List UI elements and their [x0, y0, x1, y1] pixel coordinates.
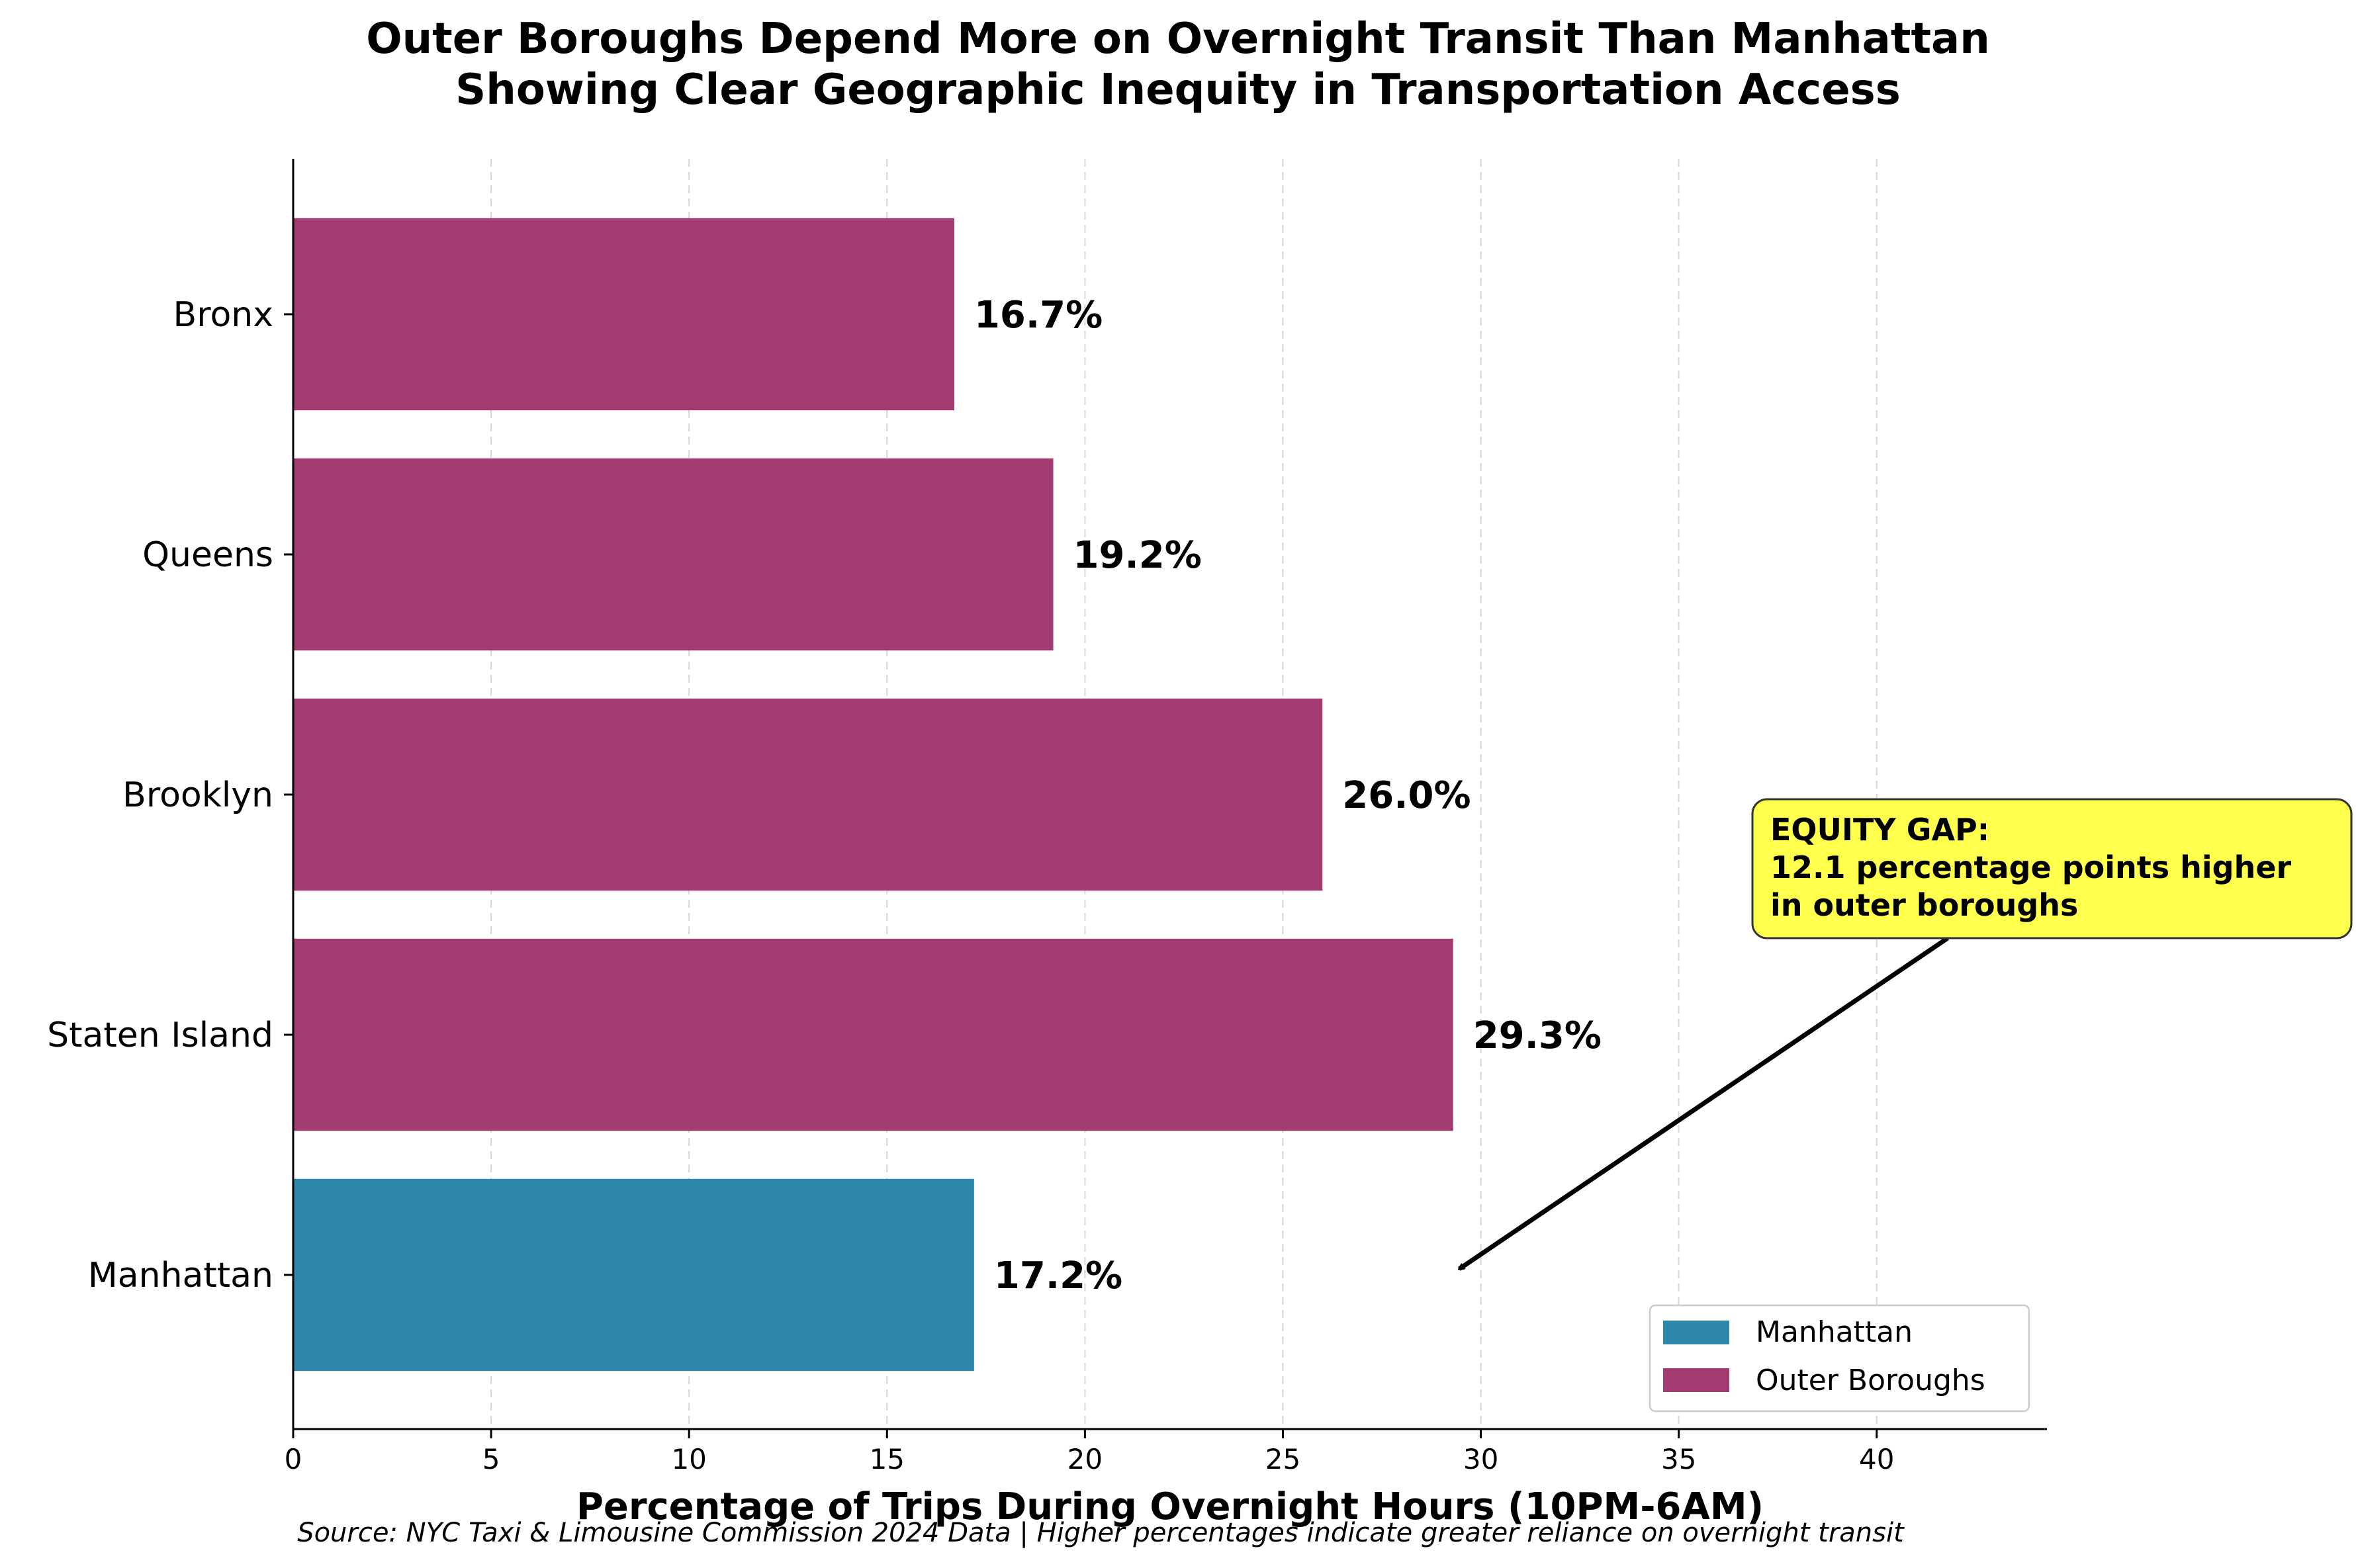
- x-tick-label-35: 35: [1661, 1443, 1696, 1475]
- bar-staten-island: [293, 938, 1453, 1131]
- x-tick-label-0: 0: [285, 1443, 302, 1475]
- x-axis-label: Percentage of Trips During Overnight Hou…: [576, 1485, 1764, 1528]
- annotation: EQUITY GAP: 12.1 percentage points highe…: [1459, 798, 2353, 1271]
- legend-swatch-outer-boroughs: [1663, 1368, 1729, 1392]
- value-label-brooklyn: 26.0%: [1342, 774, 1471, 817]
- y-tick-label-brooklyn: Brooklyn: [122, 775, 273, 815]
- value-label-staten-island: 29.3%: [1473, 1014, 1602, 1057]
- annotation-line-1: EQUITY GAP:: [1770, 812, 1989, 848]
- y-tick-label-queens: Queens: [142, 535, 273, 575]
- y-tick-label-staten-island: Staten Island: [47, 1016, 273, 1055]
- bar-manhattan: [293, 1178, 974, 1372]
- legend-label-manhattan: Manhattan: [1756, 1315, 1913, 1349]
- annotation-line-2: 12.1 percentage points higher: [1770, 849, 2292, 885]
- x-tick-label-25: 25: [1265, 1443, 1300, 1475]
- y-tick-label-manhattan: Manhattan: [88, 1256, 273, 1295]
- value-label-bronx: 16.7%: [974, 294, 1103, 337]
- value-labels: 17.2% 29.3% 26.0% 19.2% 16.7%: [974, 294, 1602, 1297]
- x-tick-label-10: 10: [671, 1443, 706, 1475]
- value-label-queens: 19.2%: [1073, 534, 1202, 577]
- x-tick-label-40: 40: [1859, 1443, 1894, 1475]
- legend-frame: [1649, 1304, 2030, 1413]
- x-ticks: 0 5 10 15 20 25 30 35 40: [285, 1429, 1895, 1475]
- bar-bronx: [293, 218, 954, 411]
- bar-queens: [293, 458, 1054, 651]
- chart-title-line-2: Showing Clear Geographic Inequity in Tra…: [455, 65, 1901, 114]
- bars: [293, 218, 1453, 1372]
- x-tick-label-5: 5: [482, 1443, 500, 1475]
- annotation-line-3: in outer boroughs: [1770, 887, 2078, 923]
- chart-title-line-1: Outer Boroughs Depend More on Overnight …: [366, 15, 1990, 64]
- bar-brooklyn: [293, 698, 1323, 891]
- annotation-arrow: [1459, 936, 1949, 1271]
- x-tick-label-15: 15: [870, 1443, 905, 1475]
- y-tick-label-bronx: Bronx: [173, 295, 273, 335]
- annotation-box: [1751, 798, 2353, 939]
- legend-label-outer-boroughs: Outer Boroughs: [1756, 1364, 1985, 1397]
- x-tick-label-20: 20: [1067, 1443, 1103, 1475]
- value-label-manhattan: 17.2%: [994, 1254, 1122, 1297]
- legend-swatch-manhattan: [1663, 1321, 1729, 1344]
- x-tick-label-30: 30: [1463, 1443, 1498, 1475]
- source-note: Source: NYC Taxi & Limousine Commission …: [297, 1518, 1905, 1548]
- legend: Manhattan Outer Boroughs: [1649, 1304, 2030, 1413]
- y-ticks: Manhattan Staten Island Brooklyn Queens Bron…: [47, 295, 293, 1295]
